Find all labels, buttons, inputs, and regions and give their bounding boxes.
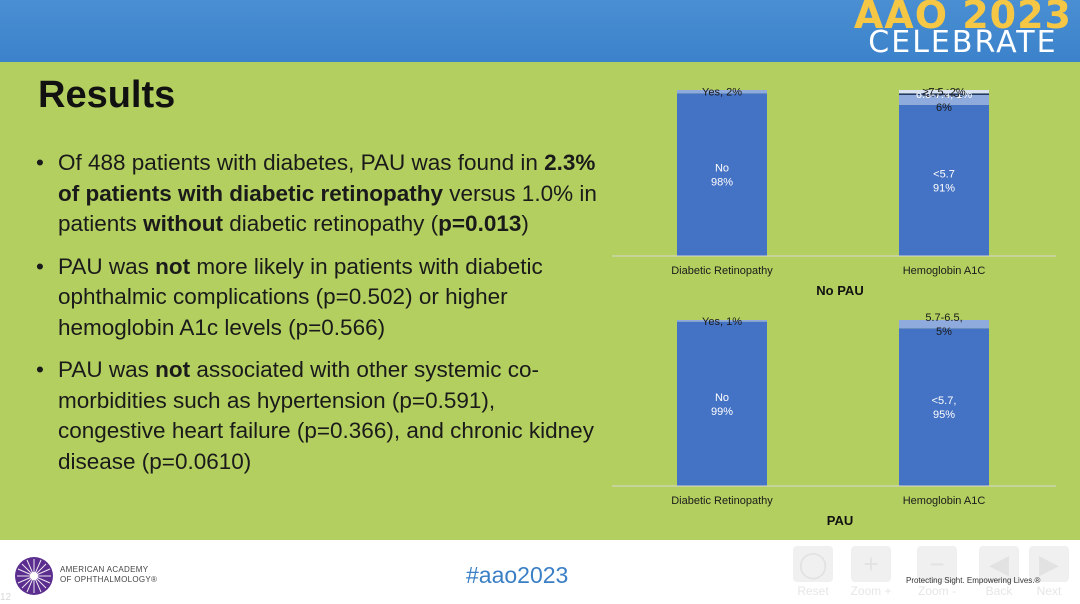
page-number: 12	[0, 592, 12, 603]
x-tick-label: Hemoglobin A1C	[903, 265, 986, 277]
zoom-out-button[interactable]: − Zoom -	[914, 546, 960, 604]
data-label: <5.7	[933, 168, 955, 180]
data-label: 95%	[933, 409, 955, 421]
bullet-list: Of 488 patients with diabetes, PAU was f…	[30, 148, 600, 489]
x-tick-label: Diabetic Retinopathy	[671, 265, 773, 277]
hashtag: #aao2023	[466, 562, 569, 588]
data-label: ≥7.5, 2%	[922, 87, 966, 99]
bar-segment-diabetic-retinopathy-yes	[677, 90, 767, 94]
data-label: 6%	[936, 102, 952, 114]
bullet-item: PAU was not more likely in patients with…	[30, 252, 600, 344]
bar-segment-hemoglobin-a1c-5-7-6-5	[899, 320, 989, 329]
bar-segment-hemoglobin-a1c-6-6-7-4	[899, 93, 989, 95]
header-band: AAO 2023 CELEBRATE	[0, 0, 1080, 62]
data-label: Yes, 2%	[702, 87, 742, 99]
footer: 12 AMERICAN ACADEMY OF OPHTHALMOLOGY® #a…	[0, 540, 1080, 604]
bar-segment-diabetic-retinopathy-yes	[677, 320, 767, 322]
minus-icon: −	[917, 546, 957, 582]
bullet-item: PAU was not associated with other system…	[30, 355, 600, 477]
data-label: 91%	[933, 182, 955, 194]
x-tick-label: Diabetic Retinopathy	[671, 495, 773, 507]
bar-segment-hemoglobin-a1c-7-5	[899, 90, 989, 94]
brand-sub: CELEBRATE	[868, 25, 1058, 60]
aao-2023-logo: AAO 2023 CELEBRATE	[854, 0, 1072, 58]
slide-title: Results	[38, 74, 176, 116]
reset-button[interactable]: ◯ Reset	[790, 546, 836, 604]
back-arrow-icon: ◀	[979, 546, 1019, 582]
zoom-in-button[interactable]: + Zoom +	[848, 546, 894, 604]
aao-starburst-logo-icon	[15, 557, 53, 595]
bar-segment-hemoglobin-a1c-5-7	[899, 328, 989, 486]
next-arrow-icon: ▶	[1029, 546, 1069, 582]
slide-content: Results Of 488 patients with diabetes, P…	[0, 62, 1080, 540]
chart-pau-svg: No 99% Yes, 1% Diabetic Retinopathy <5.7, 95%…	[612, 312, 1056, 528]
data-label: No	[715, 163, 729, 175]
bar-segment-diabetic-retinopathy-no	[677, 321, 767, 486]
data-label: <5.7,	[932, 395, 957, 407]
bar-segment-hemoglobin-a1c-5-7	[899, 104, 989, 256]
bullet-item: Of 488 patients with diabetes, PAU was f…	[30, 148, 600, 240]
org-name: AMERICAN ACADEMY OF OPHTHALMOLOGY®	[60, 565, 158, 584]
chart-title: No PAU	[816, 283, 863, 298]
data-label: 5%	[936, 326, 952, 338]
data-label: 99%	[711, 406, 733, 418]
bar-segment-diabetic-retinopathy-no	[677, 93, 767, 256]
data-label: 98%	[711, 177, 733, 189]
data-label: 5.7-6.5,	[925, 312, 962, 324]
brand-year: AAO 2023	[853, 0, 1072, 37]
chart-pau: No 99% Yes, 1% Diabetic Retinopathy <5.7, 95%…	[612, 312, 1056, 532]
x-tick-label: Hemoglobin A1C	[903, 495, 986, 507]
reset-icon: ◯	[793, 546, 833, 582]
data-label: No	[715, 392, 729, 404]
bar-segment-hemoglobin-a1c-5-7-6-5	[899, 94, 989, 105]
data-label: Yes, 1%	[702, 316, 742, 328]
back-button[interactable]: ◀ Back	[976, 546, 1022, 604]
slide-nav: ◯ Reset + Zoom + − Zoom - ◀ Back ▶ Next	[790, 546, 1080, 604]
tagline: Protecting Sight. Empowering Lives.®	[906, 576, 1041, 585]
plus-icon: +	[851, 546, 891, 582]
next-button[interactable]: ▶ Next	[1026, 546, 1072, 604]
chart-title: PAU	[827, 513, 853, 528]
